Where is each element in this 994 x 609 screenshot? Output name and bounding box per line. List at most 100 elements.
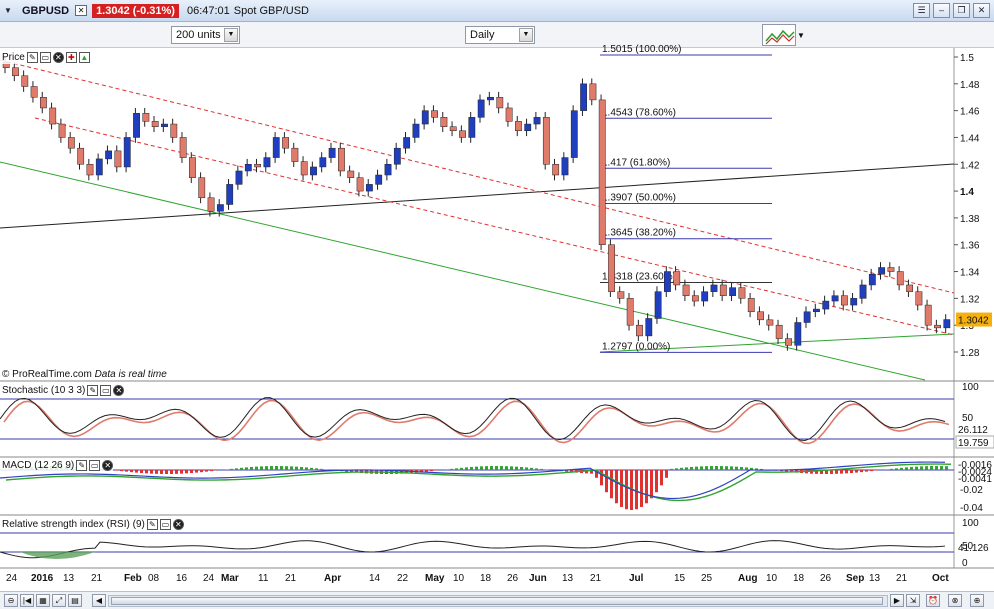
macd-histogram-bar [420, 470, 423, 473]
wrench-icon[interactable]: ✎ [146, 518, 158, 530]
macd-histogram-bar [195, 470, 198, 473]
macd-histogram-bar [470, 466, 473, 470]
chart-area[interactable]: 1.5 1.48 1.46 1.44 1.42 1.4 1.38 1.36 1.34 1.32 1.… [0, 0, 994, 591]
fit-icon[interactable]: ⤢ [52, 594, 66, 607]
candle-bull [701, 291, 709, 302]
price-tick-label: 1.32 [960, 294, 980, 305]
list-view-icon[interactable]: ☰ [913, 3, 930, 18]
move-up-icon[interactable]: ▲ [78, 51, 90, 63]
alarm-icon[interactable]: ⏰ [926, 594, 940, 607]
restore-icon[interactable]: ❐ [953, 3, 970, 18]
time-axis-label: Feb [124, 573, 142, 584]
zoom-out-icon[interactable]: ⊖ [4, 594, 18, 607]
macd-histogram-bar [750, 467, 753, 470]
macd-histogram-bar [730, 466, 733, 470]
candle-bear [282, 137, 289, 149]
time-axis-label: May [425, 573, 445, 584]
units-select[interactable]: 200 units ▼ [171, 26, 240, 44]
candle-bear [906, 284, 913, 292]
macd-histogram-bar [745, 467, 748, 470]
candle-bear [12, 67, 19, 77]
candle-bear [785, 338, 792, 346]
window-icon[interactable]: ▭ [39, 51, 51, 63]
macd-histogram-bar [535, 468, 538, 470]
candle-bull [813, 308, 820, 313]
macd-histogram-bar [250, 466, 253, 470]
macd-histogram-bar [640, 470, 643, 507]
macd-histogram-bar [200, 470, 203, 473]
macd-histogram-bar [435, 470, 438, 471]
time-axis-label: 13 [562, 573, 574, 584]
close-icon[interactable]: ✕ [973, 3, 990, 18]
wrench-icon[interactable]: ✎ [87, 384, 99, 396]
candle-bear [896, 271, 904, 286]
scroll-right-icon[interactable]: ▶ [890, 594, 904, 607]
candle-bear [719, 284, 727, 296]
candle-bear [449, 126, 457, 131]
macd-histogram-bar [610, 470, 613, 499]
macd-histogram-bar [685, 467, 688, 470]
time-axis-label: Mar [221, 573, 239, 584]
calendar-icon[interactable]: ▦ [36, 594, 50, 607]
fib-level-label: 1.3907 (50.00%) [602, 193, 676, 204]
grid-icon[interactable]: ▤ [68, 594, 82, 607]
price-tick-label: 1.44 [960, 133, 980, 144]
candle-bear [840, 295, 848, 306]
chevron-down-icon[interactable]: ▼ [519, 28, 533, 42]
candle-bull [664, 271, 671, 292]
trendline-red-lower [34, 117, 955, 336]
close-panel-icon[interactable]: ✕ [52, 51, 64, 63]
zoom-in-icon[interactable]: ⊕ [970, 594, 984, 607]
chart-type-chevron-icon[interactable]: ▼ [797, 31, 805, 40]
scroll-start-icon[interactable]: |◀ [20, 594, 34, 607]
chart-type-button[interactable] [762, 24, 796, 46]
candle-bull [403, 137, 411, 149]
fib-level-label: 1.5015 (100.00%) [602, 44, 682, 55]
candle-bull [421, 110, 429, 125]
candle-bull [561, 157, 569, 176]
candle-bull [244, 164, 252, 172]
time-axis-label: 22 [397, 573, 409, 584]
scrollbar-thumb[interactable] [111, 597, 883, 605]
time-axis-label: Sep [846, 573, 864, 584]
candle-bull [216, 204, 224, 212]
macd-histogram-bar [735, 466, 738, 470]
period-select[interactable]: Daily ▼ [465, 26, 535, 44]
chart-toolbar: 200 units ▼ Daily ▼ ▼ [0, 22, 994, 48]
macd-histogram-bar [655, 470, 658, 493]
horizontal-scrollbar[interactable] [108, 595, 888, 607]
stoch-axis-label: 100 [962, 382, 979, 393]
macd-histogram-bar [605, 470, 608, 493]
menu-dropdown-icon[interactable]: ▼ [4, 6, 12, 15]
candle-bull [533, 117, 541, 125]
close-panel-icon[interactable]: ✕ [113, 384, 125, 396]
scroll-left-icon[interactable]: ◀ [92, 594, 106, 607]
close-panel-icon[interactable]: ✕ [172, 518, 184, 530]
time-axis-label: 21 [91, 573, 103, 584]
wrench-icon[interactable]: ✎ [76, 459, 88, 471]
window-icon[interactable]: ▭ [159, 518, 171, 530]
macd-histogram-bar [635, 470, 638, 510]
candle-bear [775, 324, 783, 339]
zoom-reset-icon[interactable]: ⊗ [948, 594, 962, 607]
symbol-label[interactable]: GBPUSD [22, 4, 70, 17]
rsi-value: 41.126 [958, 543, 989, 554]
time-axis-label: 15 [674, 573, 686, 584]
window-icon[interactable]: ▭ [100, 384, 112, 396]
close-panel-icon[interactable]: ✕ [102, 459, 114, 471]
autoscroll-icon[interactable]: ⇲ [906, 594, 920, 607]
minimize-icon[interactable]: – [933, 3, 950, 18]
remove-icon[interactable]: ✚ [65, 51, 77, 63]
credit-line: © ProRealTime.com Data is real time [2, 369, 167, 380]
macd-histogram-bar [460, 467, 463, 470]
window-icon[interactable]: ▭ [89, 459, 101, 471]
time-axis-label: 24 [6, 573, 18, 584]
candle-bear [189, 157, 196, 178]
macd-histogram-bar [525, 467, 528, 470]
chevron-down-icon[interactable]: ▼ [224, 28, 238, 42]
candle-bear [142, 113, 150, 122]
macd-histogram-bar [700, 466, 703, 470]
time-axis-label: 24 [203, 573, 215, 584]
wrench-icon[interactable]: ✎ [26, 51, 38, 63]
macd-histogram-bar [830, 470, 833, 474]
